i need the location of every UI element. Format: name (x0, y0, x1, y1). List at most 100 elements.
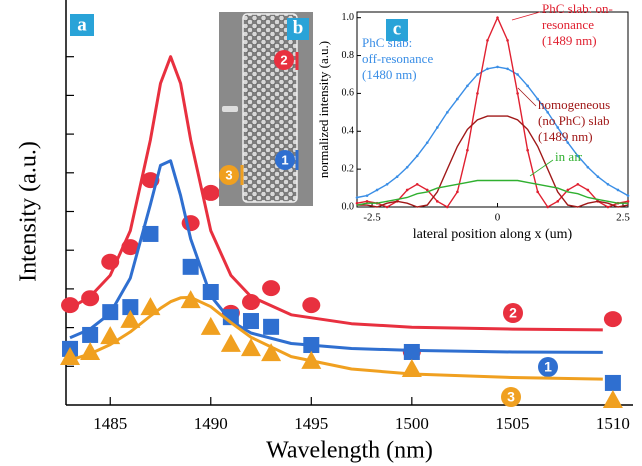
profile-dot (385, 205, 389, 209)
profile-dot (586, 165, 590, 169)
intensity-profile (356, 179, 628, 206)
data-point (403, 343, 420, 360)
data-point (603, 311, 622, 328)
inset-chart: -2.5 0 2.5 0.0 0.2 0.4 0.6 0.8 1.0 lateral positi… (314, 0, 642, 250)
profile-dot (556, 126, 560, 129)
y-axis-label: normalized intensity (a.u.) (316, 41, 331, 178)
series-label: 2 (509, 305, 517, 321)
series-label: 1 (544, 359, 552, 375)
y-tick-label: 0.6 (342, 88, 355, 99)
probe-label: 1 (281, 152, 288, 167)
profile-dot (456, 97, 459, 101)
profile-dot (365, 200, 369, 203)
data-point (302, 297, 321, 314)
photonic-crystal (242, 13, 298, 203)
series-annotation: resonance (542, 17, 594, 32)
data-point (303, 337, 320, 354)
profile-dot (466, 84, 469, 88)
series-annotation: (1489 nm) (542, 33, 597, 48)
data-point (241, 294, 260, 311)
profile-dot (415, 154, 419, 158)
profile-dot (486, 67, 489, 71)
profile-dot (456, 190, 459, 194)
x-tick-label: 1500 (395, 414, 429, 433)
profile-dot (516, 73, 519, 76)
x-tick-label: 1510 (596, 414, 630, 433)
badge-box (386, 19, 408, 41)
x-tick-label: 1485 (93, 414, 127, 433)
probe-badge (219, 165, 239, 185)
plot-frame (356, 11, 629, 208)
profile-dot (415, 182, 419, 186)
profile-dot (365, 194, 369, 197)
profile-dot (506, 39, 509, 42)
profile-dot (606, 182, 610, 186)
series-annotation: in air (555, 149, 583, 164)
profile-dot (536, 190, 539, 194)
series-annotation: PhC slab: (362, 35, 412, 50)
data-point (140, 297, 161, 316)
data-point (180, 290, 201, 309)
data-point (142, 225, 159, 242)
data-point (240, 338, 261, 357)
data-point (242, 313, 259, 330)
probe-badge (274, 50, 294, 70)
profile-dot (546, 205, 550, 209)
data-point (401, 359, 422, 378)
x-tick-label: 2.5 (616, 212, 630, 224)
data-point (120, 309, 141, 328)
data-point (182, 258, 199, 275)
annotation-leader (511, 11, 541, 21)
badge: a (70, 14, 94, 36)
profile-dot (606, 205, 610, 209)
profile-dot (395, 175, 399, 179)
data-point (101, 253, 120, 270)
y-tick-label: 0.4 (342, 126, 355, 137)
main-chart: 1485 1490 1495 1500 1505 1510 Wavelength (nm) I… (16, 0, 633, 464)
data-point (61, 297, 80, 314)
y-tick-label: 0.0 (342, 201, 355, 212)
inset-background (314, 0, 642, 250)
badge-box (70, 14, 94, 36)
fit-curve (69, 159, 603, 354)
data-point (301, 350, 322, 369)
profile-dot (586, 188, 590, 192)
series-annotation: (1489 nm) (538, 129, 593, 144)
profile-dot (526, 148, 529, 152)
profile-dot (385, 182, 389, 186)
badge-label: a (77, 14, 87, 35)
series-badge (501, 387, 521, 407)
series-annotation: (1480 nm) (362, 67, 417, 82)
x-tick-label: 0 (495, 212, 501, 224)
data-point (122, 299, 139, 316)
profile-dot (476, 92, 479, 95)
data-point (262, 280, 281, 297)
x-axis-label: lateral position along x (um) (413, 227, 573, 242)
data-point (220, 333, 241, 352)
profile-dot (405, 165, 409, 169)
profile-dot (476, 73, 479, 76)
series-annotation: (no PhC) slab (538, 113, 610, 128)
profile-dot (526, 84, 529, 88)
data-point (201, 184, 220, 201)
profile-dot (546, 111, 550, 114)
series-annotation: off-resonance (362, 51, 433, 66)
profile-dot (496, 65, 499, 69)
data-point (604, 374, 621, 391)
data-point (602, 389, 623, 408)
profile-dot (425, 141, 429, 144)
x-axis-label: Wavelength (nm) (266, 438, 433, 464)
profile-dot (596, 175, 600, 179)
series-annotation: homogeneous (538, 97, 610, 112)
probe-badge (275, 150, 295, 170)
profile-dot (536, 97, 539, 101)
data-point (202, 283, 219, 300)
probe-label: 3 (225, 167, 232, 182)
profile-dot (506, 67, 509, 71)
x-tick-label: 1490 (194, 414, 228, 433)
data-point (263, 318, 280, 335)
data-point (121, 239, 140, 256)
data-point (261, 343, 282, 362)
y-tick-label: 1.0 (342, 12, 355, 23)
profile-dot (516, 92, 519, 95)
